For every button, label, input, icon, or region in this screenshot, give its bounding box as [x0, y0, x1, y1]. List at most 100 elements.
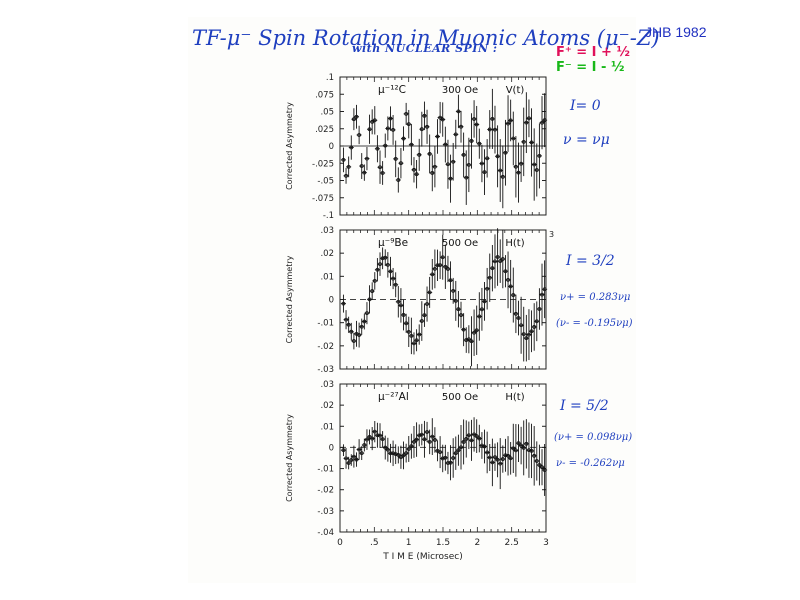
data-point	[399, 455, 403, 460]
panel-label: μ⁻⁹Be	[378, 237, 408, 249]
data-point	[383, 255, 388, 260]
y-tick-label: .02	[320, 249, 334, 259]
data-point	[495, 154, 500, 159]
note-be-numinus: (ν- = -0.195νμ)	[556, 318, 633, 329]
data-point	[477, 314, 482, 319]
data-point	[430, 272, 435, 277]
note-al-nuplus: (ν+ = 0.098νμ)	[554, 432, 633, 443]
data-point	[422, 313, 427, 318]
x-tick-label: 2	[474, 538, 480, 548]
note-al-spin: I = 5/2	[560, 398, 609, 414]
data-point	[521, 332, 526, 337]
data-point	[500, 174, 505, 179]
data-point	[404, 451, 409, 456]
data-point	[500, 457, 505, 461]
data-point	[493, 455, 497, 460]
data-point	[359, 164, 364, 168]
y-tick-label: .025	[315, 125, 334, 135]
data-point	[412, 440, 416, 444]
y-tick-label: -.02	[317, 342, 334, 352]
data-point	[513, 164, 518, 169]
data-point	[401, 453, 406, 458]
data-point	[461, 440, 466, 444]
data-point	[461, 327, 466, 332]
data-point	[422, 113, 427, 118]
data-point	[419, 319, 424, 323]
data-point	[524, 336, 529, 341]
data-point	[406, 447, 411, 451]
data-point	[485, 286, 490, 291]
data-point	[383, 445, 388, 450]
panel-label: μ⁻²⁷Al	[378, 391, 409, 403]
data-point	[388, 116, 393, 121]
data-point	[427, 439, 432, 444]
data-point	[469, 438, 474, 443]
y-axis-label: Corrected Asymmetry	[285, 414, 294, 502]
y-tick-label: .01	[320, 422, 334, 432]
data-point	[472, 117, 476, 121]
data-point	[495, 457, 500, 462]
y-tick-label: -.01	[317, 319, 334, 329]
data-point	[440, 117, 445, 122]
data-point	[435, 134, 440, 139]
function-label: H(t)	[505, 392, 524, 403]
data-point	[385, 447, 390, 452]
field-label: 500 Oe	[442, 392, 478, 403]
y-tick-label: .05	[320, 108, 334, 118]
data-point	[511, 136, 516, 141]
field-label: 500 Oe	[442, 238, 478, 249]
data-point	[396, 178, 401, 182]
data-point	[524, 120, 529, 125]
data-point	[425, 430, 429, 434]
y-axis-label: Corrected Asymmetry	[285, 255, 294, 343]
data-point	[391, 276, 395, 281]
data-point	[493, 259, 497, 264]
data-point	[427, 152, 432, 156]
data-point	[372, 279, 377, 283]
data-point	[511, 446, 516, 451]
y-tick-label: -.03	[317, 507, 334, 517]
data-point	[532, 453, 537, 458]
data-point	[456, 307, 461, 312]
data-point	[524, 441, 529, 446]
panel-label: μ⁻¹²C	[378, 84, 406, 96]
data-point	[344, 173, 348, 178]
y-tick-label: 0	[329, 142, 334, 152]
data-point	[438, 263, 443, 268]
data-point	[349, 458, 354, 462]
data-point	[456, 448, 461, 453]
data-point	[362, 319, 367, 324]
data-point	[485, 450, 490, 455]
data-point	[393, 156, 398, 161]
data-point	[459, 445, 463, 450]
data-point	[503, 150, 508, 155]
data-point	[480, 307, 484, 312]
y-tick-label: .075	[315, 90, 334, 100]
data-point	[542, 468, 547, 472]
data-point	[341, 448, 346, 453]
data-point	[419, 432, 424, 437]
data-point	[519, 323, 524, 328]
data-point	[472, 432, 476, 437]
data-point	[414, 338, 419, 343]
data-point	[404, 321, 409, 326]
data-point	[432, 266, 437, 271]
y-tick-label: -.03	[317, 365, 334, 375]
data-point	[401, 136, 406, 141]
field-label: 300 Oe	[442, 85, 478, 96]
x-axis-label: T I M E (Microsec)	[382, 552, 462, 562]
data-point	[495, 255, 500, 259]
data-point	[362, 170, 367, 175]
data-point	[453, 299, 458, 303]
data-point	[487, 455, 492, 460]
note-be-nuplus: ν+ = 0.283νμ	[560, 292, 631, 303]
note-be-spin: I = 3/2	[566, 253, 615, 269]
data-point	[357, 333, 362, 337]
data-point	[459, 124, 463, 129]
data-point	[446, 267, 450, 271]
data-point	[365, 437, 369, 442]
data-point	[521, 139, 526, 144]
data-point	[529, 329, 534, 334]
data-point	[344, 317, 348, 322]
